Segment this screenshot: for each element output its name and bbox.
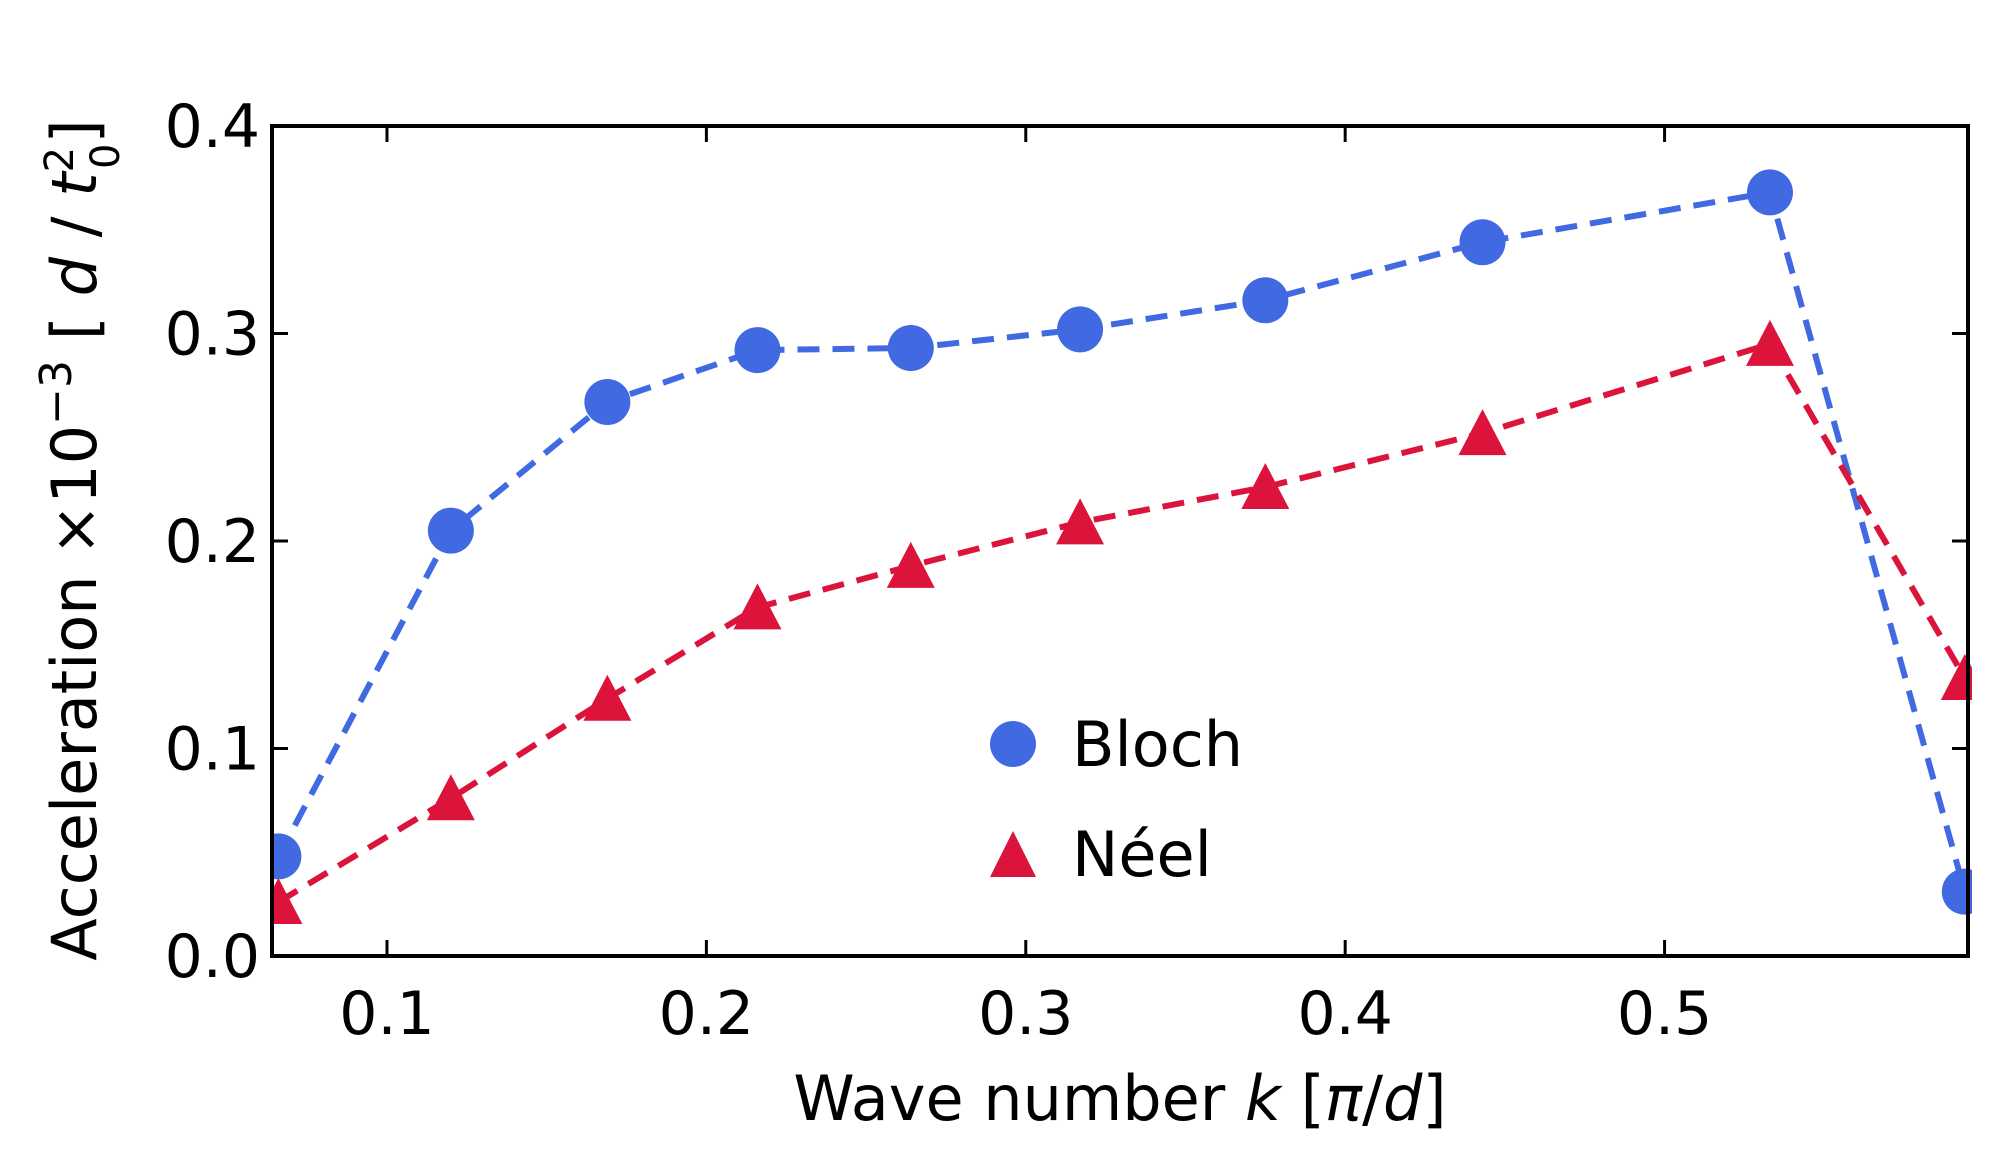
x-tick-label-3: 0.4 xyxy=(1297,979,1392,1049)
data-point-bloch-7 xyxy=(1459,219,1506,266)
data-point-neel-2 xyxy=(583,674,632,721)
x-axis-label-unit-close: ] xyxy=(1422,1062,1446,1135)
data-point-neel-8 xyxy=(1745,319,1794,366)
x-axis-label-unit-open: [ xyxy=(1281,1062,1325,1135)
data-point-bloch-4 xyxy=(887,325,934,372)
data-point-bloch-1 xyxy=(427,507,474,554)
series-line-bloch xyxy=(275,189,1968,893)
data-point-neel-9 xyxy=(1940,653,1972,700)
legend-marker-bloch xyxy=(990,721,1036,767)
data-point-bloch-3 xyxy=(734,327,781,374)
x-axis-label-unit-sep: / xyxy=(1362,1062,1383,1135)
y-axis-label-unit-open: [ xyxy=(38,296,111,360)
data-point-neel-5 xyxy=(1056,498,1105,545)
data-point-bloch-2 xyxy=(584,378,631,425)
y-tick-label-2: 0.2 xyxy=(165,507,260,577)
y-axis-label-prefix: Acceleration ×10 xyxy=(38,425,111,961)
data-point-bloch-5 xyxy=(1057,306,1104,353)
data-point-bloch-9 xyxy=(1941,868,1972,915)
y-axis-label-unit-t-sub: 0 xyxy=(83,144,129,169)
data-point-neel-6 xyxy=(1241,463,1290,510)
y-tick-label-3: 0.3 xyxy=(165,300,260,370)
y-axis-label-unit-d: d xyxy=(38,256,111,296)
y-axis-label-exponent: −3 xyxy=(31,360,82,425)
axis-ticks: 0.1 0.2 0.3 0.4 0.5 0.0 0.1 0.2 0.3 0.4 xyxy=(165,92,1968,1049)
x-tick-label-1: 0.2 xyxy=(659,979,754,1049)
x-tick-label-4: 0.5 xyxy=(1617,979,1712,1049)
legend-marker-neel xyxy=(990,831,1036,877)
data-point-neel-7 xyxy=(1458,409,1507,456)
y-tick-label-4: 0.4 xyxy=(165,92,260,162)
x-axis-label-unit-pi: π xyxy=(1325,1062,1364,1135)
series-line-neel xyxy=(276,340,1968,905)
data-point-bloch-0 xyxy=(272,833,302,880)
data-point-bloch-6 xyxy=(1242,277,1289,324)
y-tick-label-0: 0.0 xyxy=(165,922,260,992)
legend: Bloch Néel xyxy=(990,708,1243,891)
y-axis-label-unit-sep: / xyxy=(38,197,111,257)
data-point-bloch-8 xyxy=(1746,169,1793,216)
plot-area xyxy=(272,169,1972,925)
y-axis-label-unit-t-sup: 2 xyxy=(37,147,83,172)
data-point-neel-0 xyxy=(272,878,303,925)
x-axis-label-prefix: Wave number xyxy=(793,1062,1245,1135)
data-point-neel-1 xyxy=(426,774,475,821)
data-point-neel-4 xyxy=(886,541,935,588)
x-axis-label: Wave number k [π/d] xyxy=(793,1062,1446,1135)
x-tick-label-0: 0.1 xyxy=(339,979,434,1049)
legend-label-neel: Néel xyxy=(1072,818,1212,891)
x-tick-label-2: 0.3 xyxy=(978,979,1073,1049)
x-axis-label-unit-d: d xyxy=(1383,1062,1423,1135)
y-axis-label: Acceleration ×10−3 [ d / t20] xyxy=(31,119,130,960)
legend-label-bloch: Bloch xyxy=(1072,708,1243,781)
data-point-neel-3 xyxy=(733,583,782,630)
y-axis-label-unit-t: t xyxy=(38,170,111,197)
y-axis-label-unit-close: ] xyxy=(38,119,111,143)
x-axis-label-variable: k xyxy=(1245,1062,1283,1135)
y-tick-label-1: 0.1 xyxy=(165,715,260,785)
